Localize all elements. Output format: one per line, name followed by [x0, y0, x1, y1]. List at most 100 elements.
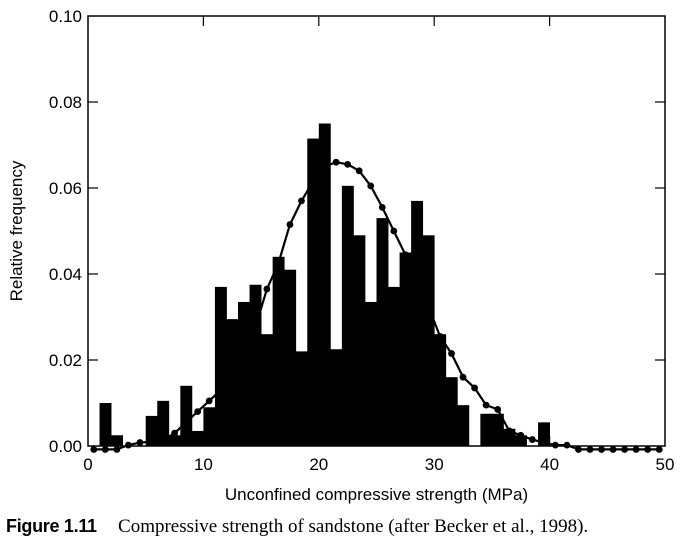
- histogram-bar: [157, 400, 170, 446]
- curve-point: [298, 197, 305, 205]
- curve-point: [471, 384, 478, 392]
- curve-point: [124, 441, 132, 449]
- curve-point: [286, 221, 294, 228]
- fitted-curve: [90, 158, 663, 453]
- curve-point: [621, 446, 629, 453]
- curve-point: [251, 324, 259, 332]
- curve-point: [136, 439, 144, 446]
- curve-point: [551, 441, 559, 449]
- curve-point: [205, 397, 213, 405]
- curve-point: [194, 408, 202, 415]
- curve-point: [425, 302, 432, 310]
- curve-point: [228, 365, 236, 372]
- curve-point: [390, 227, 398, 235]
- curve-point: [90, 446, 98, 453]
- histogram-bar: [203, 407, 216, 446]
- curve-point: [494, 406, 502, 413]
- curve-point: [609, 446, 617, 453]
- histogram-bar: [249, 284, 262, 446]
- curve-point: [655, 446, 663, 453]
- y-tick-label: 0.06: [49, 179, 82, 198]
- histogram-bar: [538, 422, 550, 446]
- histogram-bar: [111, 435, 124, 446]
- histogram-bar: [399, 252, 412, 446]
- curve-point: [505, 427, 513, 435]
- histogram-bar: [341, 185, 354, 446]
- y-tick-label: 0.04: [49, 265, 82, 284]
- figure-caption-text: Compressive strength of sandstone (after…: [118, 516, 589, 537]
- histogram-bar: [503, 428, 516, 446]
- curve-point: [263, 285, 271, 293]
- curve-point: [378, 203, 386, 211]
- x-tick-label: 50: [656, 455, 675, 474]
- curve-point: [528, 436, 536, 443]
- y-tick-label: 0.00: [49, 437, 82, 456]
- x-tick-label: 40: [540, 455, 559, 474]
- curve-point: [448, 350, 455, 357]
- histogram-bar: [145, 415, 158, 446]
- curve-point: [644, 446, 652, 453]
- histogram-bar: [238, 301, 250, 446]
- curve-point: [159, 437, 167, 445]
- x-tick-label: 0: [83, 455, 92, 474]
- histogram-bar: [214, 286, 227, 446]
- histogram-bar: [457, 405, 470, 446]
- histogram-bar: [330, 349, 343, 446]
- x-tick-label: 20: [309, 455, 328, 474]
- histogram-bar: [376, 218, 389, 446]
- curve-point: [482, 401, 490, 409]
- histogram-bar: [411, 200, 424, 446]
- y-axis-label: Relative frequency: [7, 160, 26, 301]
- histogram-bar: [168, 435, 181, 446]
- x-tick-labels: 0 10 20 30 40 50: [83, 455, 674, 474]
- curve-point: [321, 163, 328, 170]
- axis-ticks: [88, 16, 665, 446]
- histogram-bar: [445, 377, 458, 446]
- curve-point: [309, 178, 317, 185]
- histogram-bar: [514, 435, 527, 446]
- histogram-bar: [364, 301, 377, 446]
- y-tick-label: 0.10: [49, 7, 82, 26]
- curve-point: [332, 158, 340, 166]
- histogram-bar: [318, 123, 331, 446]
- curve-point: [436, 332, 444, 340]
- curve-point: [355, 167, 363, 175]
- y-tick-labels: 0.00 0.02 0.04 0.06 0.08 0.10: [49, 7, 82, 456]
- curve-point: [275, 259, 282, 267]
- histogram-bar: [99, 403, 112, 446]
- x-axis-label: Unconfined compressive strength (MPa): [225, 485, 528, 504]
- curve-point: [632, 446, 640, 453]
- figure-caption: Figure 1.11 Compressive strength of sand…: [6, 516, 588, 538]
- curve-point: [148, 438, 155, 446]
- curve-point: [217, 386, 225, 394]
- curve-point: [113, 446, 121, 453]
- curve-point: [413, 281, 421, 289]
- histogram-bars: [99, 123, 550, 447]
- histogram-bar: [388, 286, 400, 446]
- histogram-bar: [480, 413, 493, 446]
- curve-point: [459, 373, 467, 381]
- curve-point: [344, 160, 352, 168]
- histogram-bar: [284, 269, 297, 446]
- curve-point: [598, 446, 605, 453]
- curve-point: [101, 446, 109, 453]
- x-tick-label: 10: [194, 455, 213, 474]
- histogram-bar: [180, 385, 193, 446]
- histogram-bar: [226, 319, 239, 446]
- histogram-bar: [191, 430, 204, 446]
- histogram-bar: [434, 334, 447, 446]
- curve-point: [540, 439, 548, 446]
- plot-frame: [87, 15, 666, 447]
- figure-number: Figure 1.11: [6, 516, 97, 536]
- histogram-bar: [491, 413, 504, 446]
- curve-point: [240, 343, 248, 351]
- histogram-bar: [307, 138, 320, 447]
- y-tick-label: 0.02: [49, 351, 82, 370]
- curve-point: [517, 431, 525, 439]
- curve-point: [586, 446, 594, 453]
- histogram-bar: [261, 334, 274, 446]
- histogram-bar: [422, 235, 435, 446]
- curve-point: [182, 418, 190, 426]
- curve-point: [563, 441, 571, 449]
